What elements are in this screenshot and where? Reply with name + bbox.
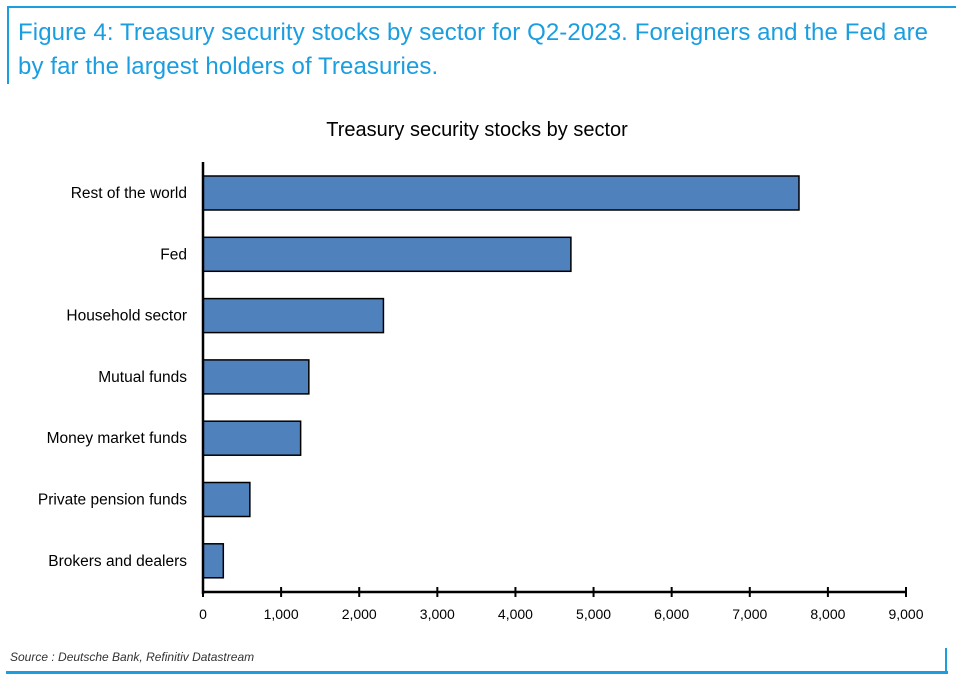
bar-brokers-and-dealers — [202, 543, 225, 579]
figure-caption: Figure 4: Treasury security stocks by se… — [18, 19, 929, 80]
x-tick-label: 6,000 — [654, 606, 689, 622]
frame-right-border — [945, 648, 947, 674]
x-tick-label: 0 — [199, 606, 207, 622]
category-label: Rest of the world — [71, 185, 187, 202]
bar-private-pension-funds — [202, 481, 251, 518]
x-tick-label: 3,000 — [420, 606, 455, 622]
frame-bottom-border — [6, 671, 948, 674]
category-label: Fed — [160, 246, 187, 263]
x-tick-label: 1,000 — [264, 606, 299, 622]
frame-left-border — [7, 6, 9, 84]
category-label: Brokers and dealers — [48, 553, 187, 570]
bar-fed — [202, 236, 572, 273]
chart-title: Treasury security stocks by sector — [326, 119, 628, 141]
category-label: Money market funds — [47, 430, 188, 447]
category-label: Mutual funds — [98, 369, 187, 386]
x-tick-label: 7,000 — [732, 606, 767, 622]
bar-money-market-funds — [202, 420, 302, 456]
source-note: Source : Deutsche Bank, Refinitiv Datast… — [10, 650, 255, 664]
x-tick-label: 5,000 — [576, 606, 611, 622]
bar-mutual-funds — [202, 359, 310, 395]
bar-household-sector — [202, 297, 385, 334]
category-label: Household sector — [66, 308, 187, 325]
frame-top-border — [8, 6, 956, 8]
x-tick-label: 9,000 — [888, 606, 923, 622]
bar-rest-of-the-world — [202, 175, 800, 211]
x-tick-label: 2,000 — [342, 606, 377, 622]
x-tick-label: 4,000 — [498, 606, 533, 622]
x-tick-label: 8,000 — [810, 606, 845, 622]
category-label: Private pension funds — [38, 492, 187, 509]
